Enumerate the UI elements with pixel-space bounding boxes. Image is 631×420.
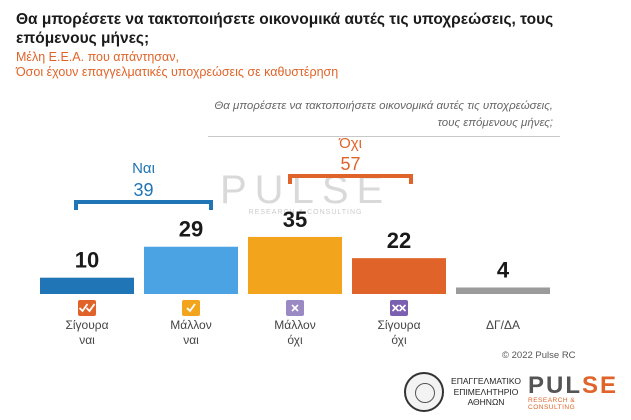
subtitle-base: Μέλη Ε.Ε.Α. που απάντησαν,	[16, 50, 179, 64]
category-label: όχι	[391, 333, 407, 347]
double-cross-icon	[390, 300, 408, 316]
chamber-name: ΕΠΑΓΓΕΛΜΑΤΙΚΟ ΕΠΙΜΕΛΗΤΗΡΙΟ ΑΘΗΝΩΝ	[447, 376, 525, 408]
question-text: Θα μπορέσετε να τακτοποιήσετε οικονομικά…	[173, 98, 553, 132]
bar-value-label: 35	[283, 207, 307, 232]
check-icon	[182, 300, 200, 316]
chamber-line-2: ΕΠΙΜΕΛΗΤΗΡΙΟ	[453, 386, 519, 397]
bar	[248, 236, 342, 294]
bar-value-label: 29	[179, 217, 203, 242]
category-label: ΔΓ/ΔΑ	[486, 318, 520, 332]
copyright-note: © 2022 Pulse RC	[502, 350, 576, 361]
group-label: Ναι	[132, 160, 155, 177]
bar-value-label: 10	[75, 248, 99, 273]
chamber-line-1: ΕΠΑΓΓΕΛΜΑΤΙΚΟ	[451, 376, 521, 386]
bar-value-label: 4	[497, 257, 510, 282]
chamber-seal-icon	[404, 372, 444, 412]
chamber-line-3: ΑΘΗΝΩΝ	[467, 397, 505, 407]
bar-value-label: 22	[387, 228, 411, 253]
cross-mark	[391, 304, 400, 312]
question-line-1: Θα μπορέσετε να τακτοποιήσετε οικονομικά…	[214, 100, 553, 112]
pulse-logo-part-a: PUL	[528, 372, 582, 399]
category-label: Μάλλον	[170, 318, 211, 332]
check-mark	[85, 303, 96, 313]
subtitle-filter: Όσοι έχουν επαγγελματικές υποχρεώσεις σε…	[16, 65, 339, 79]
cross-mark	[398, 304, 407, 312]
bar	[352, 258, 446, 294]
group-label: Όχι	[338, 135, 362, 152]
group-bracket	[74, 200, 213, 210]
group-total: 57	[340, 154, 360, 174]
bar	[144, 246, 238, 294]
watermark-sub: RESEARCH & CONSULTING	[248, 209, 363, 216]
bar	[40, 277, 134, 294]
question-line-2: τους επόμενους μήνες;	[437, 117, 553, 129]
category-label: Μάλλον	[274, 318, 315, 332]
category-label: Σίγουρα	[377, 318, 420, 332]
check-mark	[78, 303, 89, 313]
pulse-logo: PULSE RESEARCH & CONSULTING	[528, 372, 618, 411]
group-bracket	[288, 174, 413, 184]
bar	[456, 287, 550, 294]
check-mark	[186, 303, 196, 313]
chart-title: Θα μπορέσετε να τακτοποιήσετε οικονομικά…	[16, 11, 554, 47]
category-label: Σίγουρα	[65, 318, 108, 332]
pulse-logo-word: PULSE	[528, 372, 618, 400]
pulse-logo-part-b: SE	[582, 372, 619, 399]
cross-mark	[291, 304, 299, 312]
category-label: όχι	[287, 333, 303, 347]
question-divider	[208, 136, 560, 137]
category-label: ναι	[183, 333, 199, 347]
footer-logos: ΕΠΑΓΓΕΛΜΑΤΙΚΟ ΕΠΙΜΕΛΗΤΗΡΙΟ ΑΘΗΝΩΝ PULSE …	[404, 372, 616, 416]
group-total: 39	[133, 180, 153, 200]
pulse-logo-tagline: RESEARCH & CONSULTING	[528, 397, 576, 411]
category-label: ναι	[79, 333, 95, 347]
